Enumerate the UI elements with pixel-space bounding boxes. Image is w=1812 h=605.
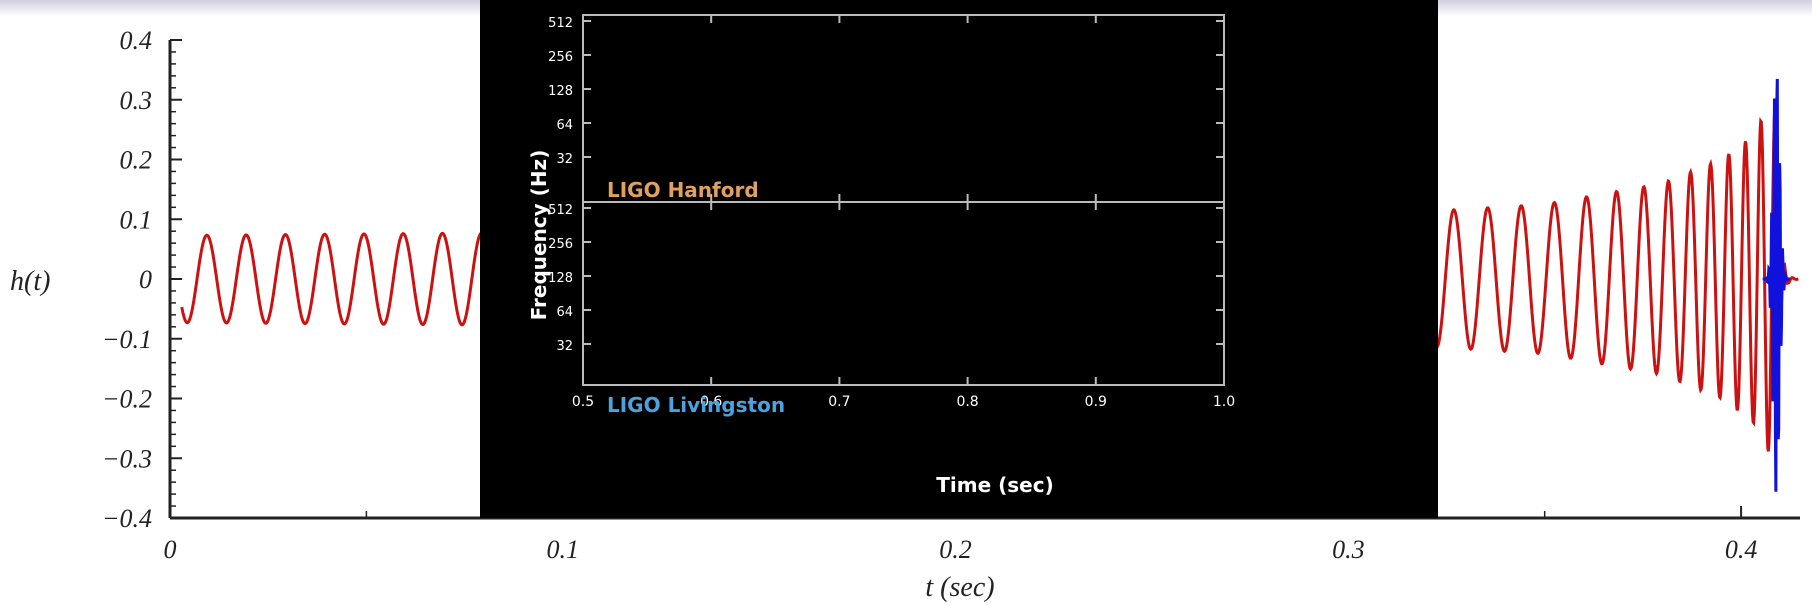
- y-tick-label: −0.4: [102, 504, 152, 533]
- y-axis-label: h(t): [10, 266, 50, 297]
- inset-y-tick-label: 128: [548, 84, 573, 99]
- panel-label-hanford: LIGO Hanford: [607, 178, 759, 202]
- inset-y-tick-label: 256: [548, 237, 573, 252]
- x-axis-label: t (sec): [925, 572, 994, 603]
- spectrogram-inset: 512 256 128 64 32 512 256 128 64 32 0.5 0.6 0.7 0.8 0.…: [480, 0, 1438, 518]
- panel-label-livingston: LIGO Livingston: [607, 393, 785, 417]
- inset-axes: 512 256 128 64 32 512 256 128 64 32 0.5 0.6 0.7 0.8 0.…: [548, 14, 1235, 410]
- inset-y-tick-label: 64: [556, 305, 573, 320]
- y-tick-label: 0.4: [120, 26, 153, 55]
- spectrogram-svg: 512 256 128 64 32 512 256 128 64 32 0.5 0.6 0.7 0.8 0.…: [527, 14, 1235, 497]
- inset-x-tick-label: 0.6: [700, 394, 722, 410]
- y-tick-label: −0.1: [102, 325, 152, 354]
- y-tick-label: −0.2: [102, 385, 152, 414]
- y-tick-label: 0.3: [120, 86, 153, 115]
- x-tick-label: 0.2: [939, 535, 972, 564]
- inset-y-tick-label: 32: [556, 339, 573, 354]
- inset-y-tick-label: 32: [556, 152, 573, 167]
- inset-x-tick-label: 0.7: [828, 394, 850, 410]
- x-tick-label: 0.1: [547, 535, 580, 564]
- inset-y-tick-label: 512: [548, 203, 573, 218]
- y-tick-label: 0: [139, 265, 152, 294]
- inset-x-tick-label: 0.8: [956, 394, 978, 410]
- y-tick-label: 0.1: [120, 205, 153, 234]
- x-tick-label: 0: [164, 535, 177, 564]
- x-tick-label: 0.3: [1332, 535, 1365, 564]
- inset-panel-frame: [582, 201, 1225, 386]
- inset-panel-frame: [582, 14, 1225, 203]
- y-tick-label: 0.2: [120, 146, 153, 175]
- inset-x-tick-label: 0.5: [572, 394, 594, 410]
- inset-y-tick-label: 512: [548, 16, 573, 31]
- inset-y-tick-label: 256: [548, 50, 573, 65]
- inset-y-tick-label: 128: [548, 271, 573, 286]
- inset-x-tick-label: 1.0: [1213, 394, 1235, 410]
- x-tick-label: 0.4: [1725, 535, 1758, 564]
- inset-y-tick-label: 64: [556, 118, 573, 133]
- main-ticks: 0.4 0.3 0.2 0.1 0 −0.1 −0.2 −0.3 −0.4 0 0.1 0.2 0.3 0…: [102, 26, 1757, 564]
- y-tick-label: −0.3: [102, 444, 152, 473]
- blue-waveform: [1762, 78, 1791, 492]
- inset-x-tick-label: 0.9: [1085, 394, 1107, 410]
- inset-x-label: Time (sec): [936, 473, 1053, 497]
- inset-y-label: Frequency (Hz): [527, 150, 551, 321]
